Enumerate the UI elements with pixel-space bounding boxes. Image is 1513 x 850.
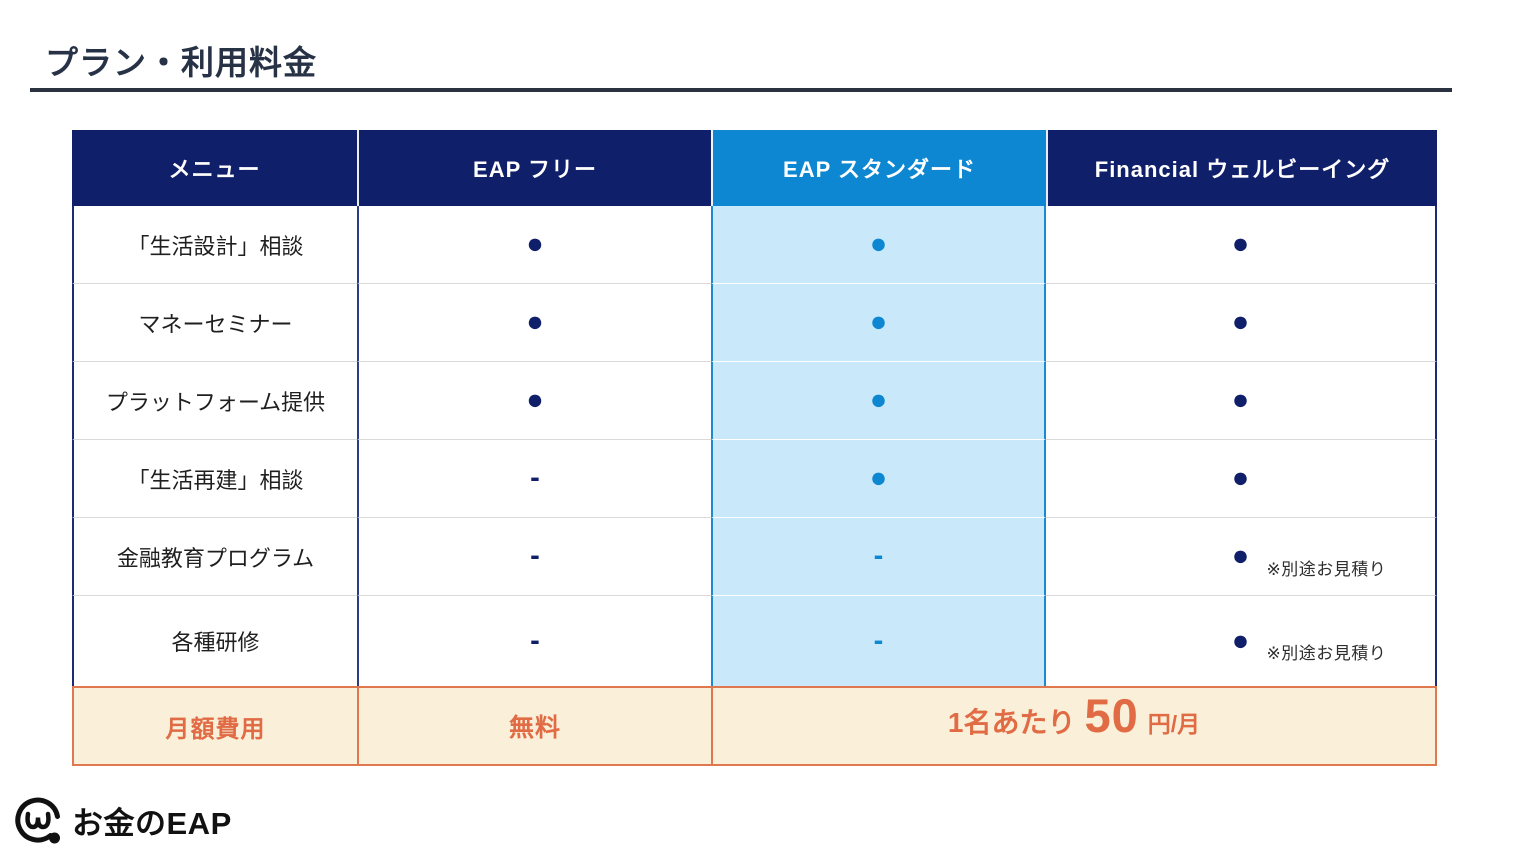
price-suffix: 円/月 xyxy=(1147,711,1201,737)
cell-financial: ● xyxy=(1046,362,1437,440)
filled-dot-icon: ● xyxy=(1231,540,1250,572)
cell-standard: - xyxy=(711,596,1046,687)
logo-text: お金のEAP xyxy=(72,805,232,841)
filled-dot-icon: ● xyxy=(1231,624,1250,657)
table-row: マネーセミナー ● ● ● xyxy=(72,284,1437,362)
dash-mark: - xyxy=(530,540,540,572)
estimate-note: ※別途お見積り xyxy=(1266,559,1387,579)
filled-dot-icon: ● xyxy=(1231,228,1250,260)
row-label: 金融教育プログラム xyxy=(72,518,357,596)
dash-mark: - xyxy=(873,624,884,657)
cell-free: ● xyxy=(357,284,711,362)
price-amount: 50 xyxy=(1084,689,1139,742)
cell-financial: ● xyxy=(1046,206,1437,284)
cell-standard: ● xyxy=(711,440,1046,518)
price-prefix: 1名あたり xyxy=(947,707,1076,738)
row-label: 「生活再建」相談 xyxy=(72,440,357,518)
header-financial-wellbeing: Financial ウェルビーイング xyxy=(1046,130,1437,206)
brand-logo: お金のEAP xyxy=(14,795,232,845)
cell-standard: ● xyxy=(711,362,1046,440)
cell-free: ● xyxy=(357,362,711,440)
title-underline xyxy=(30,88,1452,92)
cell-financial: ● ※別途お見積り xyxy=(1046,596,1437,687)
pricing-paid-value: 1名あたり 50 円/月 xyxy=(711,688,1435,764)
table-row: 「生活再建」相談 - ● ● xyxy=(72,440,1437,518)
cell-free: - xyxy=(357,596,711,687)
pricing-row: 月額費用 無料 1名あたり 50 円/月 xyxy=(72,686,1437,766)
cell-free: - xyxy=(357,440,711,518)
filled-dot-icon: ● xyxy=(526,228,544,260)
estimate-note: ※別途お見積り xyxy=(1266,644,1387,663)
okane-eap-logo-icon xyxy=(15,797,60,844)
filled-dot-icon: ● xyxy=(526,306,544,338)
plan-comparison-table: メニュー EAP フリー EAP スタンダード Financial ウェルビーイ… xyxy=(72,130,1437,687)
pricing-label: 月額費用 xyxy=(165,715,266,743)
filled-dot-icon: ● xyxy=(1231,462,1250,494)
filled-dot-icon: ● xyxy=(1231,384,1250,416)
filled-dot-icon: ● xyxy=(1231,306,1250,338)
header-eap-standard: EAP スタンダード xyxy=(711,130,1046,206)
cell-financial: ● xyxy=(1046,284,1437,362)
filled-dot-icon: ● xyxy=(869,384,888,416)
filled-dot-icon: ● xyxy=(869,306,888,338)
dash-mark: - xyxy=(530,624,540,657)
table-row: 金融教育プログラム - - ● ※別途お見積り xyxy=(72,518,1437,596)
row-label: 「生活設計」相談 xyxy=(72,206,357,284)
cell-standard: - xyxy=(711,518,1046,596)
dash-mark: - xyxy=(530,462,540,494)
filled-dot-icon: ● xyxy=(869,462,888,494)
header-menu: メニュー xyxy=(72,130,357,206)
row-label: プラットフォーム提供 xyxy=(72,362,357,440)
filled-dot-icon: ● xyxy=(526,384,544,416)
cell-free: - xyxy=(357,518,711,596)
pricing-free-value: 無料 xyxy=(357,688,711,764)
page-title: プラン・利用料金 xyxy=(45,44,317,81)
header-eap-free: EAP フリー xyxy=(357,130,711,206)
table-row: 各種研修 - - ● ※別途お見積り xyxy=(72,596,1437,687)
row-label: マネーセミナー xyxy=(72,284,357,362)
table-row: プラットフォーム提供 ● ● ● xyxy=(72,362,1437,440)
cell-standard: ● xyxy=(711,284,1046,362)
row-label: 各種研修 xyxy=(72,596,357,687)
filled-dot-icon: ● xyxy=(869,228,888,260)
dash-mark: - xyxy=(873,540,884,572)
table-header-row: メニュー EAP フリー EAP スタンダード Financial ウェルビーイ… xyxy=(72,130,1437,206)
cell-financial: ● xyxy=(1046,440,1437,518)
cell-standard: ● xyxy=(711,206,1046,284)
cell-financial: ● ※別途お見積り xyxy=(1046,518,1437,596)
cell-free: ● xyxy=(357,206,711,284)
table-row: 「生活設計」相談 ● ● ● xyxy=(72,206,1437,284)
